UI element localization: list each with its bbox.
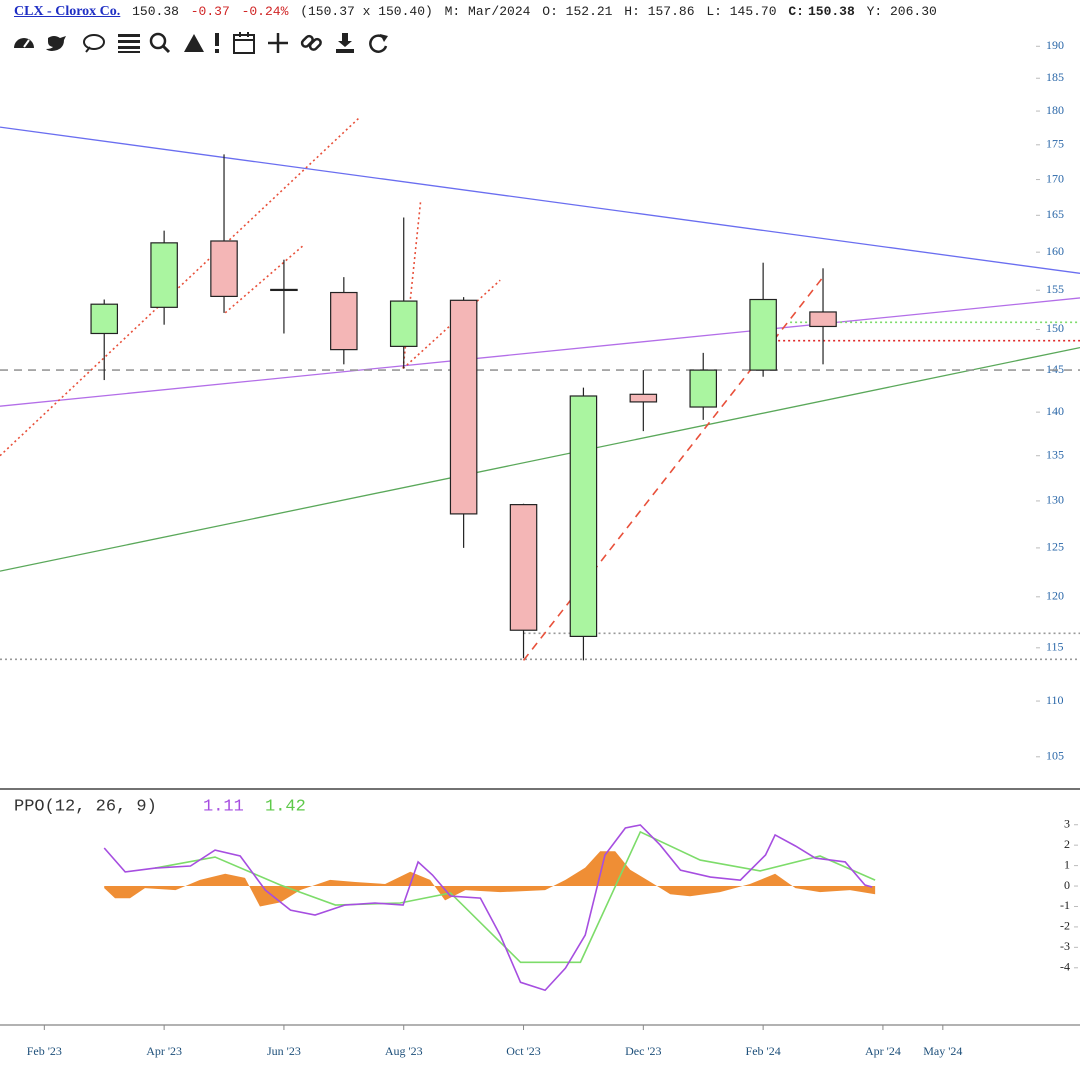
ppo-title: PPO(12, 26, 9) xyxy=(14,797,157,816)
x-tick-label: Oct '23 xyxy=(506,1044,541,1058)
candle-body xyxy=(270,288,298,292)
y-tick-label: 130 xyxy=(1046,493,1064,507)
y-tick-label: 160 xyxy=(1046,244,1064,258)
download-icon[interactable] xyxy=(336,33,354,53)
candle-body xyxy=(389,300,418,347)
candle-body xyxy=(749,298,777,371)
change: -0.37 xyxy=(190,4,230,19)
toolbar xyxy=(14,32,388,54)
y-tick-label: 170 xyxy=(1046,171,1064,185)
trend-line xyxy=(0,126,1080,274)
period: M: Mar/2024 xyxy=(444,4,531,19)
y-tick-label: 180 xyxy=(1046,103,1064,117)
trend-line xyxy=(0,116,361,457)
x-tick-label: Jun '23 xyxy=(267,1044,301,1058)
trend-line xyxy=(0,297,1080,407)
candle-body xyxy=(509,504,538,631)
y-tick-label: 125 xyxy=(1046,540,1064,554)
twitter-icon[interactable] xyxy=(46,36,66,51)
move-icon[interactable] xyxy=(268,33,288,53)
candle-body xyxy=(150,242,178,308)
x-tick-label: Apr '23 xyxy=(146,1044,182,1058)
y-tick-label: 3 xyxy=(1064,816,1070,830)
x-tick-label: May '24 xyxy=(923,1044,962,1058)
candle-body xyxy=(90,303,119,335)
signal-readout: 1.42 xyxy=(265,797,306,816)
histogram-area xyxy=(104,851,876,907)
x-tick-label: Feb '23 xyxy=(27,1044,62,1058)
candle-body xyxy=(689,369,718,408)
y-tick-label: 1 xyxy=(1064,857,1070,871)
y-tick-label: 155 xyxy=(1046,282,1064,296)
y-tick-label: -3 xyxy=(1060,939,1070,953)
bid-ask: (150.37 x 150.40) xyxy=(300,4,433,19)
alert-icon[interactable] xyxy=(184,34,204,52)
calendar-icon[interactable] xyxy=(233,32,255,54)
y-tick-label: 190 xyxy=(1046,38,1064,52)
prev-close: Y: 206.30 xyxy=(866,4,937,19)
candle-body xyxy=(809,311,837,328)
candle-body xyxy=(210,240,238,298)
y-tick-label: -1 xyxy=(1060,898,1070,912)
close-label: C: xyxy=(788,4,804,19)
trend-line xyxy=(224,245,304,314)
indicator-line xyxy=(103,824,873,992)
change-pct: -0.24% xyxy=(241,4,289,19)
y-tick-label: 0 xyxy=(1064,878,1070,892)
symbol-link[interactable]: CLX - Clorox Co. xyxy=(14,4,121,19)
comment-icon[interactable] xyxy=(83,34,105,53)
list-icon[interactable] xyxy=(118,34,140,53)
candle-body xyxy=(569,395,598,637)
x-tick-label: Dec '23 xyxy=(625,1044,661,1058)
open: O: 152.21 xyxy=(542,4,613,19)
close: 150.38 xyxy=(807,4,855,19)
info-icon[interactable] xyxy=(215,33,219,53)
y-tick-label: 140 xyxy=(1046,404,1064,418)
y-tick-label: 2 xyxy=(1064,837,1070,851)
trend-line xyxy=(0,346,1080,572)
y-tick-label: 135 xyxy=(1046,447,1064,461)
x-tick-label: Aug '23 xyxy=(385,1044,423,1058)
indicator-line xyxy=(154,830,876,964)
y-tick-label: 175 xyxy=(1046,137,1064,151)
x-tick-label: Apr '24 xyxy=(865,1044,901,1058)
y-tick-label: -2 xyxy=(1060,919,1070,933)
y-tick-label: 145 xyxy=(1046,362,1064,376)
quote-header: CLX - Clorox Co. 150.38 -0.37 -0.24% (15… xyxy=(14,4,941,20)
candle-body xyxy=(449,299,478,515)
candle-body xyxy=(330,291,358,351)
low: L: 145.70 xyxy=(706,4,777,19)
dashboard-icon[interactable] xyxy=(14,38,34,48)
trend-line xyxy=(522,276,824,661)
x-tick-label: Feb '24 xyxy=(746,1044,781,1058)
y-tick-label: 165 xyxy=(1046,207,1064,221)
y-tick-label: 185 xyxy=(1046,70,1064,84)
y-tick-label: 120 xyxy=(1046,589,1064,603)
y-tick-label: 115 xyxy=(1046,640,1064,654)
last-price: 150.38 xyxy=(132,4,179,19)
y-tick-label: 110 xyxy=(1046,693,1064,707)
refresh-icon[interactable] xyxy=(369,34,388,53)
candle-body xyxy=(629,393,658,403)
y-tick-label: 150 xyxy=(1046,321,1064,335)
y-tick-label: 105 xyxy=(1046,749,1064,763)
ppo-readout: 1.11 xyxy=(203,797,244,816)
link-icon[interactable] xyxy=(300,34,322,51)
high: H: 157.86 xyxy=(624,4,695,19)
search-icon[interactable] xyxy=(149,32,171,54)
y-tick-label: -4 xyxy=(1060,960,1070,974)
